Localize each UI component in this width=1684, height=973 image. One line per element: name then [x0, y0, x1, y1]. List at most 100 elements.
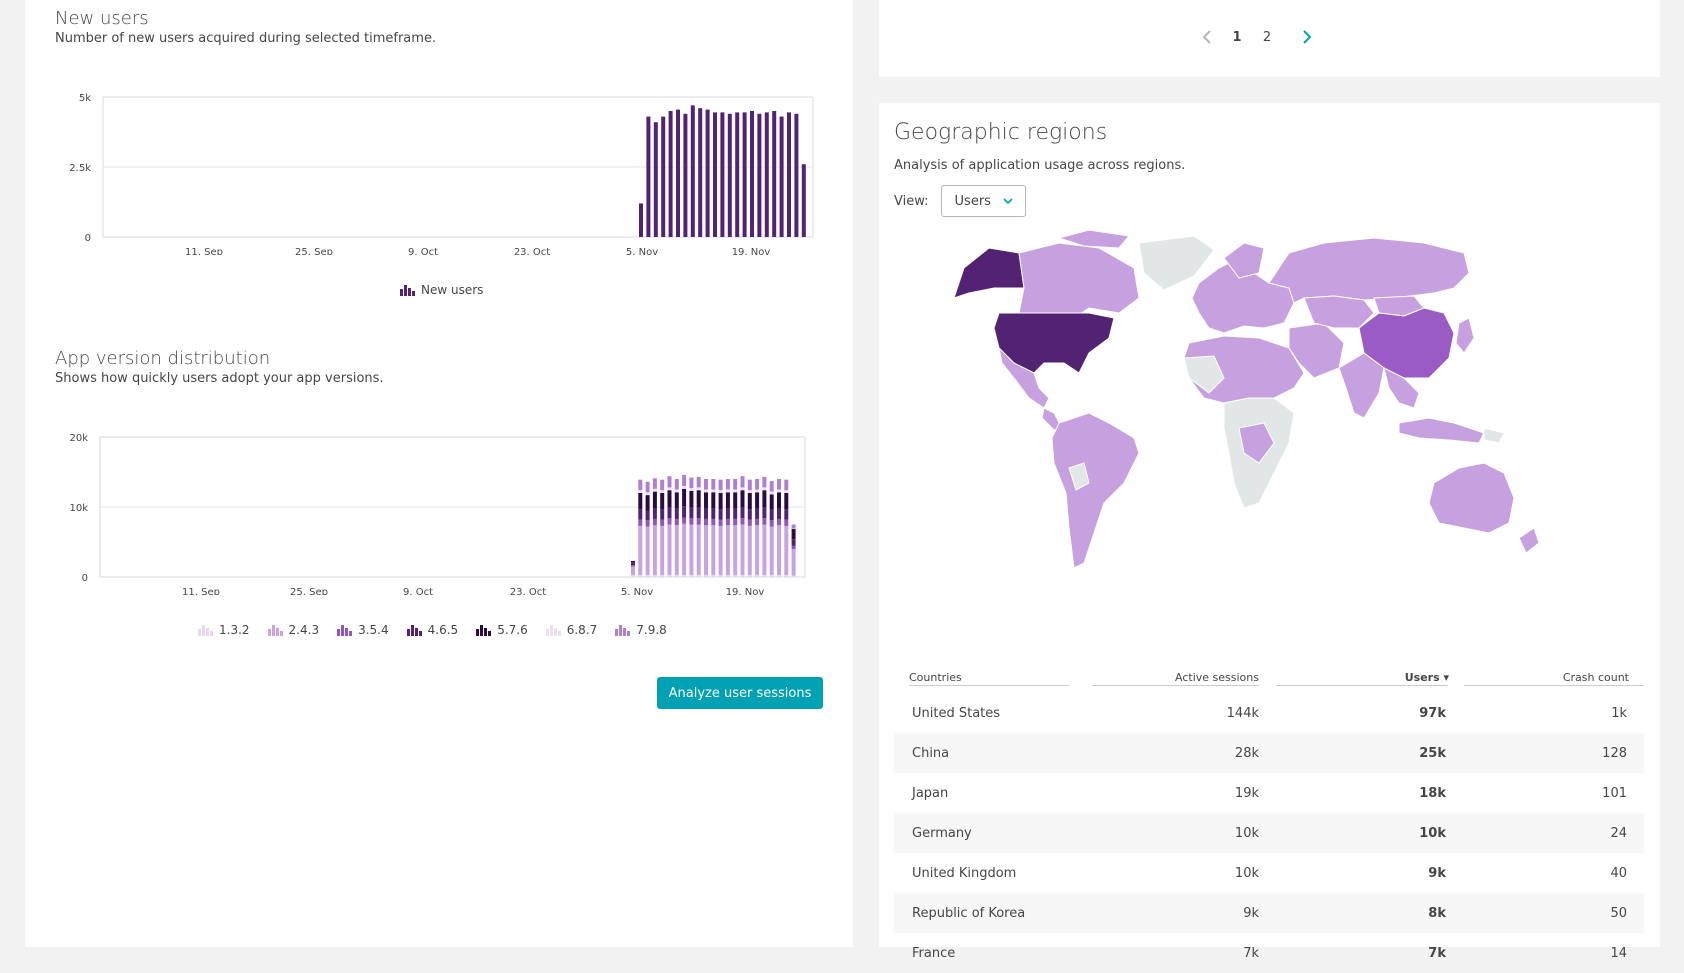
- bar[interactable]: [660, 525, 665, 575]
- bar[interactable]: [740, 507, 745, 519]
- table-row[interactable]: United States 144k 97k 1k: [894, 693, 1644, 733]
- bar[interactable]: [725, 489, 730, 493]
- bar[interactable]: [747, 509, 752, 520]
- world-map[interactable]: [894, 228, 1594, 598]
- page-1-button[interactable]: 1: [1232, 29, 1242, 45]
- bar[interactable]: [639, 203, 643, 237]
- bar[interactable]: [682, 523, 687, 575]
- chevron-left-icon[interactable]: [1192, 22, 1222, 52]
- bar[interactable]: [755, 525, 760, 575]
- bar[interactable]: [631, 566, 635, 575]
- bar[interactable]: [704, 574, 708, 577]
- bar[interactable]: [674, 489, 679, 493]
- bar[interactable]: [704, 489, 708, 493]
- bar[interactable]: [638, 519, 643, 526]
- bar[interactable]: [674, 574, 679, 577]
- bar[interactable]: [638, 490, 643, 493]
- bar[interactable]: [787, 112, 791, 237]
- bar[interactable]: [747, 479, 752, 491]
- legend-item-new-users[interactable]: New users: [400, 283, 483, 297]
- legend-item-version[interactable]: 4.6.5: [406, 623, 458, 637]
- region-new-zealand[interactable]: [1518, 527, 1540, 554]
- region-alaska[interactable]: [953, 247, 1025, 299]
- region-mexico[interactable]: [998, 346, 1050, 409]
- bar[interactable]: [735, 112, 740, 237]
- table-row[interactable]: United Kingdom 10k 9k 40: [894, 853, 1644, 893]
- bar[interactable]: [696, 518, 701, 525]
- bar[interactable]: [660, 479, 665, 491]
- header-users[interactable]: Users ▾: [1404, 671, 1449, 684]
- table-row[interactable]: Republic of Korea 9k 8k 50: [894, 893, 1644, 933]
- bar[interactable]: [696, 574, 701, 577]
- bar[interactable]: [667, 476, 672, 488]
- bar[interactable]: [757, 113, 762, 237]
- bar[interactable]: [755, 492, 760, 509]
- bar[interactable]: [725, 525, 730, 575]
- bar[interactable]: [718, 509, 723, 520]
- bar[interactable]: [762, 518, 767, 525]
- table-row[interactable]: France 7k 7k 14: [894, 933, 1644, 973]
- bar[interactable]: [740, 524, 745, 575]
- bar[interactable]: [791, 545, 796, 550]
- bar[interactable]: [711, 489, 716, 493]
- bar[interactable]: [667, 487, 672, 491]
- bar[interactable]: [661, 116, 666, 237]
- bar[interactable]: [740, 490, 745, 507]
- bar[interactable]: [704, 508, 708, 519]
- bar[interactable]: [740, 518, 745, 525]
- bar[interactable]: [653, 122, 658, 237]
- bar[interactable]: [711, 525, 716, 575]
- bar[interactable]: [755, 518, 760, 526]
- bar[interactable]: [652, 518, 657, 526]
- bar[interactable]: [733, 489, 738, 493]
- bar[interactable]: [711, 479, 716, 490]
- bar[interactable]: [784, 493, 789, 510]
- bar[interactable]: [777, 518, 781, 526]
- bar[interactable]: [638, 574, 643, 577]
- bar[interactable]: [704, 479, 708, 490]
- bar[interactable]: [682, 574, 687, 577]
- bar[interactable]: [784, 490, 789, 493]
- bar[interactable]: [660, 574, 665, 577]
- bar[interactable]: [652, 508, 657, 519]
- bar[interactable]: [682, 486, 687, 489]
- legend-item-version[interactable]: 5.7.6: [476, 623, 528, 637]
- bar[interactable]: [689, 524, 694, 575]
- bar[interactable]: [704, 492, 708, 509]
- bar[interactable]: [733, 574, 738, 577]
- bar[interactable]: [638, 479, 643, 491]
- region-central-asia[interactable]: [1303, 295, 1375, 329]
- page-2-button[interactable]: 2: [1262, 29, 1272, 45]
- region-south-america[interactable]: [1051, 412, 1140, 569]
- bar[interactable]: [676, 109, 680, 237]
- bar[interactable]: [698, 108, 703, 237]
- region-indonesia[interactable]: [1398, 417, 1485, 444]
- bar[interactable]: [645, 574, 650, 577]
- bar[interactable]: [777, 508, 781, 519]
- bar[interactable]: [667, 574, 672, 577]
- bar[interactable]: [777, 525, 781, 575]
- bar[interactable]: [704, 518, 708, 526]
- bar[interactable]: [711, 518, 716, 526]
- bar[interactable]: [755, 479, 760, 490]
- bar[interactable]: [638, 493, 643, 510]
- bar[interactable]: [689, 477, 694, 489]
- bar[interactable]: [631, 560, 635, 563]
- header-countries[interactable]: Countries: [909, 671, 962, 684]
- legend-item-version[interactable]: 7.9.8: [615, 623, 667, 637]
- bar[interactable]: [764, 112, 769, 237]
- bar[interactable]: [725, 492, 730, 509]
- bar[interactable]: [801, 164, 806, 237]
- bar[interactable]: [762, 574, 767, 577]
- bar[interactable]: [682, 506, 687, 518]
- bar[interactable]: [718, 519, 723, 526]
- bar[interactable]: [652, 478, 657, 489]
- bar[interactable]: [762, 487, 767, 491]
- bar[interactable]: [667, 524, 672, 575]
- bar[interactable]: [747, 490, 752, 493]
- bar[interactable]: [769, 574, 774, 577]
- bar[interactable]: [674, 508, 679, 519]
- bar[interactable]: [777, 492, 781, 509]
- bar[interactable]: [696, 524, 701, 575]
- bar[interactable]: [733, 518, 738, 526]
